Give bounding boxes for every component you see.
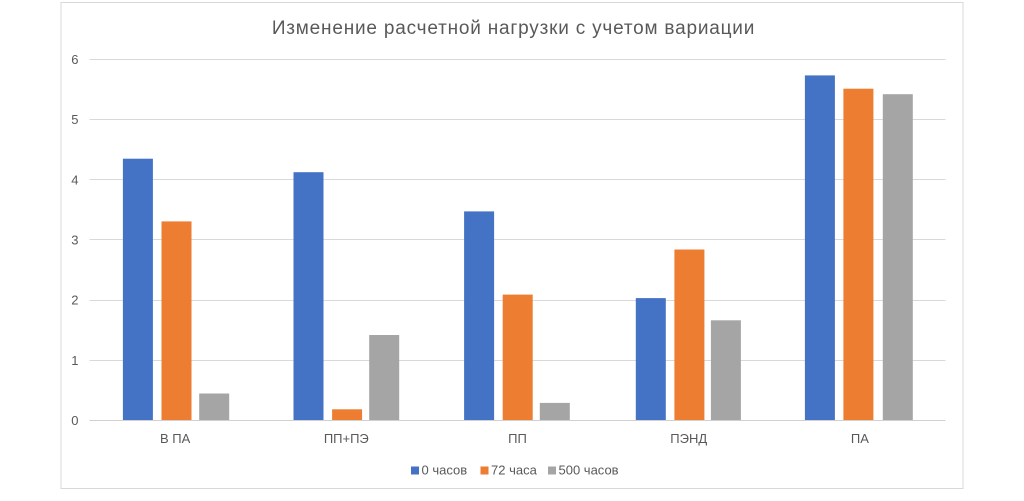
svg-text:ПА: ПА <box>851 431 869 446</box>
svg-text:ПП+ПЭ: ПП+ПЭ <box>324 431 369 446</box>
svg-text:500 часов: 500 часов <box>559 463 619 478</box>
svg-text:В ПА: В ПА <box>160 431 191 446</box>
svg-text:1: 1 <box>71 353 78 368</box>
svg-text:ПП: ПП <box>508 431 527 446</box>
svg-text:2: 2 <box>71 293 78 308</box>
svg-text:0: 0 <box>71 413 78 428</box>
svg-text:0 часов: 0 часов <box>422 463 468 478</box>
svg-text:6: 6 <box>71 52 78 67</box>
svg-text:Изменение расчетной нагрузки с: Изменение расчетной нагрузки с учетом ва… <box>272 18 755 39</box>
svg-text:3: 3 <box>71 233 78 248</box>
svg-text:4: 4 <box>71 172 78 187</box>
svg-text:5: 5 <box>71 112 78 127</box>
svg-text:ПЭНД: ПЭНД <box>670 431 707 446</box>
svg-text:72 часа: 72 часа <box>491 463 538 478</box>
